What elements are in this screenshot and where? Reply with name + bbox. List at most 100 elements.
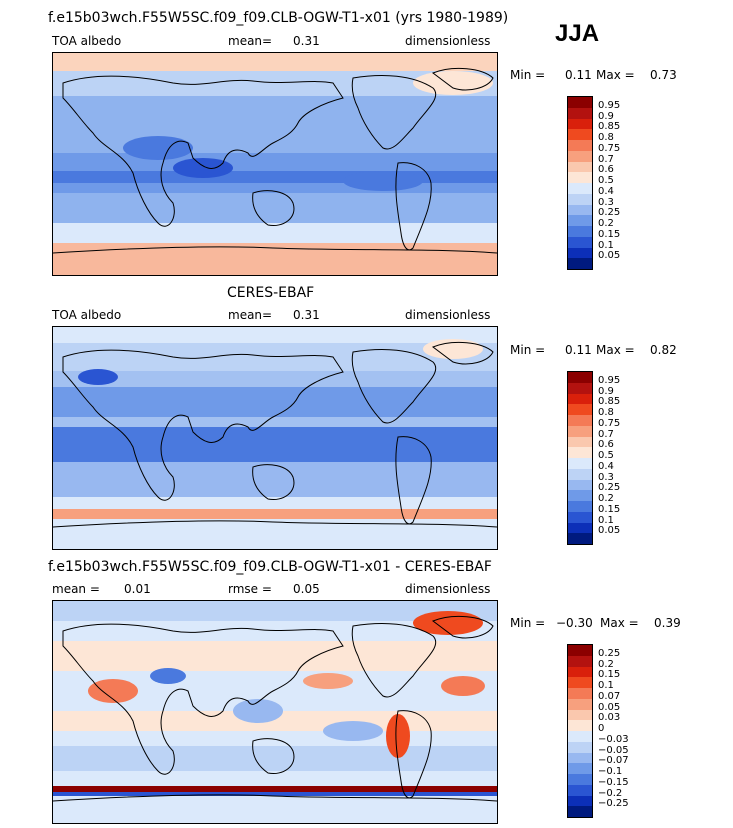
colorbar-swatch [568,479,592,491]
colorbar-swatch [568,107,592,119]
panel3-min-label: Min = [510,616,546,630]
colorbar-swatch [568,118,592,130]
colorbar-swatch [568,698,592,710]
colorbar-swatch [568,161,592,173]
colorbar-swatch [568,247,592,259]
colorbar-tick-label: 0.3 [598,471,614,483]
colorbar-tick-label: −0.25 [598,798,629,810]
panel1-units: dimensionless [405,34,491,48]
colorbar-tick-label: 0.25 [598,207,621,219]
colorbar-swatch [568,533,592,544]
colorbar-tick-label: 0.95 [598,374,621,386]
panel1-mean-value: 0.31 [293,34,320,48]
colorbar-swatch [568,731,592,742]
panel1-map [52,52,498,276]
panel3-colorbar [567,644,593,818]
panel2-map [52,326,498,550]
panel1-max-value: 0.73 [650,68,677,82]
colorbar-swatch [568,468,592,480]
colorbar-swatch [568,236,592,248]
colorbar-swatch [568,215,592,226]
colorbar-swatch [568,645,592,656]
panel2-mean-label: mean= [228,308,273,322]
colorbar-tick-label: 0.25 [598,482,621,494]
colorbar-tick-label: −0.05 [598,744,629,756]
colorbar-tick-label: 0.1 [598,239,614,251]
panel1-title: f.e15b03wch.F55W5SC.f09_f09.CLB-OGW-T1-x… [48,10,509,26]
colorbar-tick-label: −0.15 [598,776,629,788]
colorbar-tick-label: 0.07 [598,690,621,702]
panel1-min-value: 0.11 [565,68,592,82]
panel2-colorbar [567,371,593,545]
panel3-map [52,600,498,824]
colorbar-tick-label: 0.05 [598,701,621,713]
panel1-mean-label: mean= [228,34,273,48]
colorbar-swatch [568,511,592,523]
panel2-max-value: 0.82 [650,343,677,357]
colorbar-tick-label: 0.15 [598,228,621,240]
colorbar-tick-label: −0.2 [598,787,623,799]
panel1-variable-label: TOA albedo [52,34,122,48]
colorbar-tick-label: 0.2 [598,658,614,670]
panel1-min-label: Min = [510,68,546,82]
panel2-min-value: 0.11 [565,343,592,357]
colorbar-tick-label: 0.85 [598,396,621,408]
colorbar-tick-label: 0.7 [598,428,614,440]
panel2-mean-value: 0.31 [293,308,320,322]
colorbar-tick-label: 0.9 [598,385,614,397]
colorbar-swatch [568,501,592,512]
colorbar-swatch [568,522,592,534]
colorbar-tick-label: 0.5 [598,175,614,186]
colorbar-swatch [568,795,592,807]
colorbar-tick-label: 0.6 [598,164,614,176]
panel3-mean-label: mean = [52,582,100,596]
colorbar-tick-label: 0.3 [598,196,614,208]
colorbar-tick-label: 0.85 [598,121,621,133]
colorbar-swatch [568,490,592,501]
colorbar-swatch [568,193,592,205]
colorbar-swatch [568,425,592,437]
colorbar-swatch [568,752,592,764]
colorbar-tick-label: 0 [598,723,605,734]
colorbar-tick-label: −0.1 [598,766,623,777]
colorbar-swatch [568,447,592,458]
colorbar-swatch [568,382,592,394]
colorbar-swatch [568,226,592,237]
panel3-mean-value: 0.01 [124,582,151,596]
panel2-min-label: Min = [510,343,546,357]
colorbar-swatch [568,784,592,796]
colorbar-swatch [568,436,592,448]
colorbar-swatch [568,393,592,405]
colorbar-swatch [568,709,592,721]
colorbar-tick-label: 0.2 [598,493,614,504]
colorbar-swatch [568,666,592,678]
colorbar-swatch [568,741,592,753]
colorbar-swatch [568,372,592,383]
panel3-min-value: −0.30 [556,616,593,630]
colorbar-tick-label: 0.03 [598,712,621,724]
colorbar-tick-label: 0.15 [598,503,621,515]
colorbar-swatch [568,404,592,415]
colorbar-swatch [568,415,592,426]
panel2-max-label: Max = [596,343,635,357]
panel2-variable-label: TOA albedo [52,308,122,322]
colorbar-tick-label: 0.6 [598,439,614,451]
panel3-rmse-label: rmse = [228,582,272,596]
colorbar-swatch [568,774,592,785]
colorbar-tick-label: −0.03 [598,733,629,745]
colorbar-swatch [568,140,592,151]
panel3-max-label: Max = [600,616,639,630]
colorbar-swatch [568,720,592,731]
colorbar-tick-label: 0.1 [598,514,614,526]
colorbar-swatch [568,183,592,194]
panel2-title: CERES-EBAF [227,285,315,301]
season-label: JJA [555,20,600,47]
colorbar-swatch [568,150,592,162]
colorbar-tick-label: 0.75 [598,142,621,154]
colorbar-tick-label: 0.2 [598,218,614,229]
colorbar-swatch [568,172,592,183]
colorbar-swatch [568,806,592,817]
colorbar-tick-label: 0.15 [598,669,621,681]
colorbar-swatch [568,763,592,774]
colorbar-tick-label: 0.5 [598,450,614,461]
